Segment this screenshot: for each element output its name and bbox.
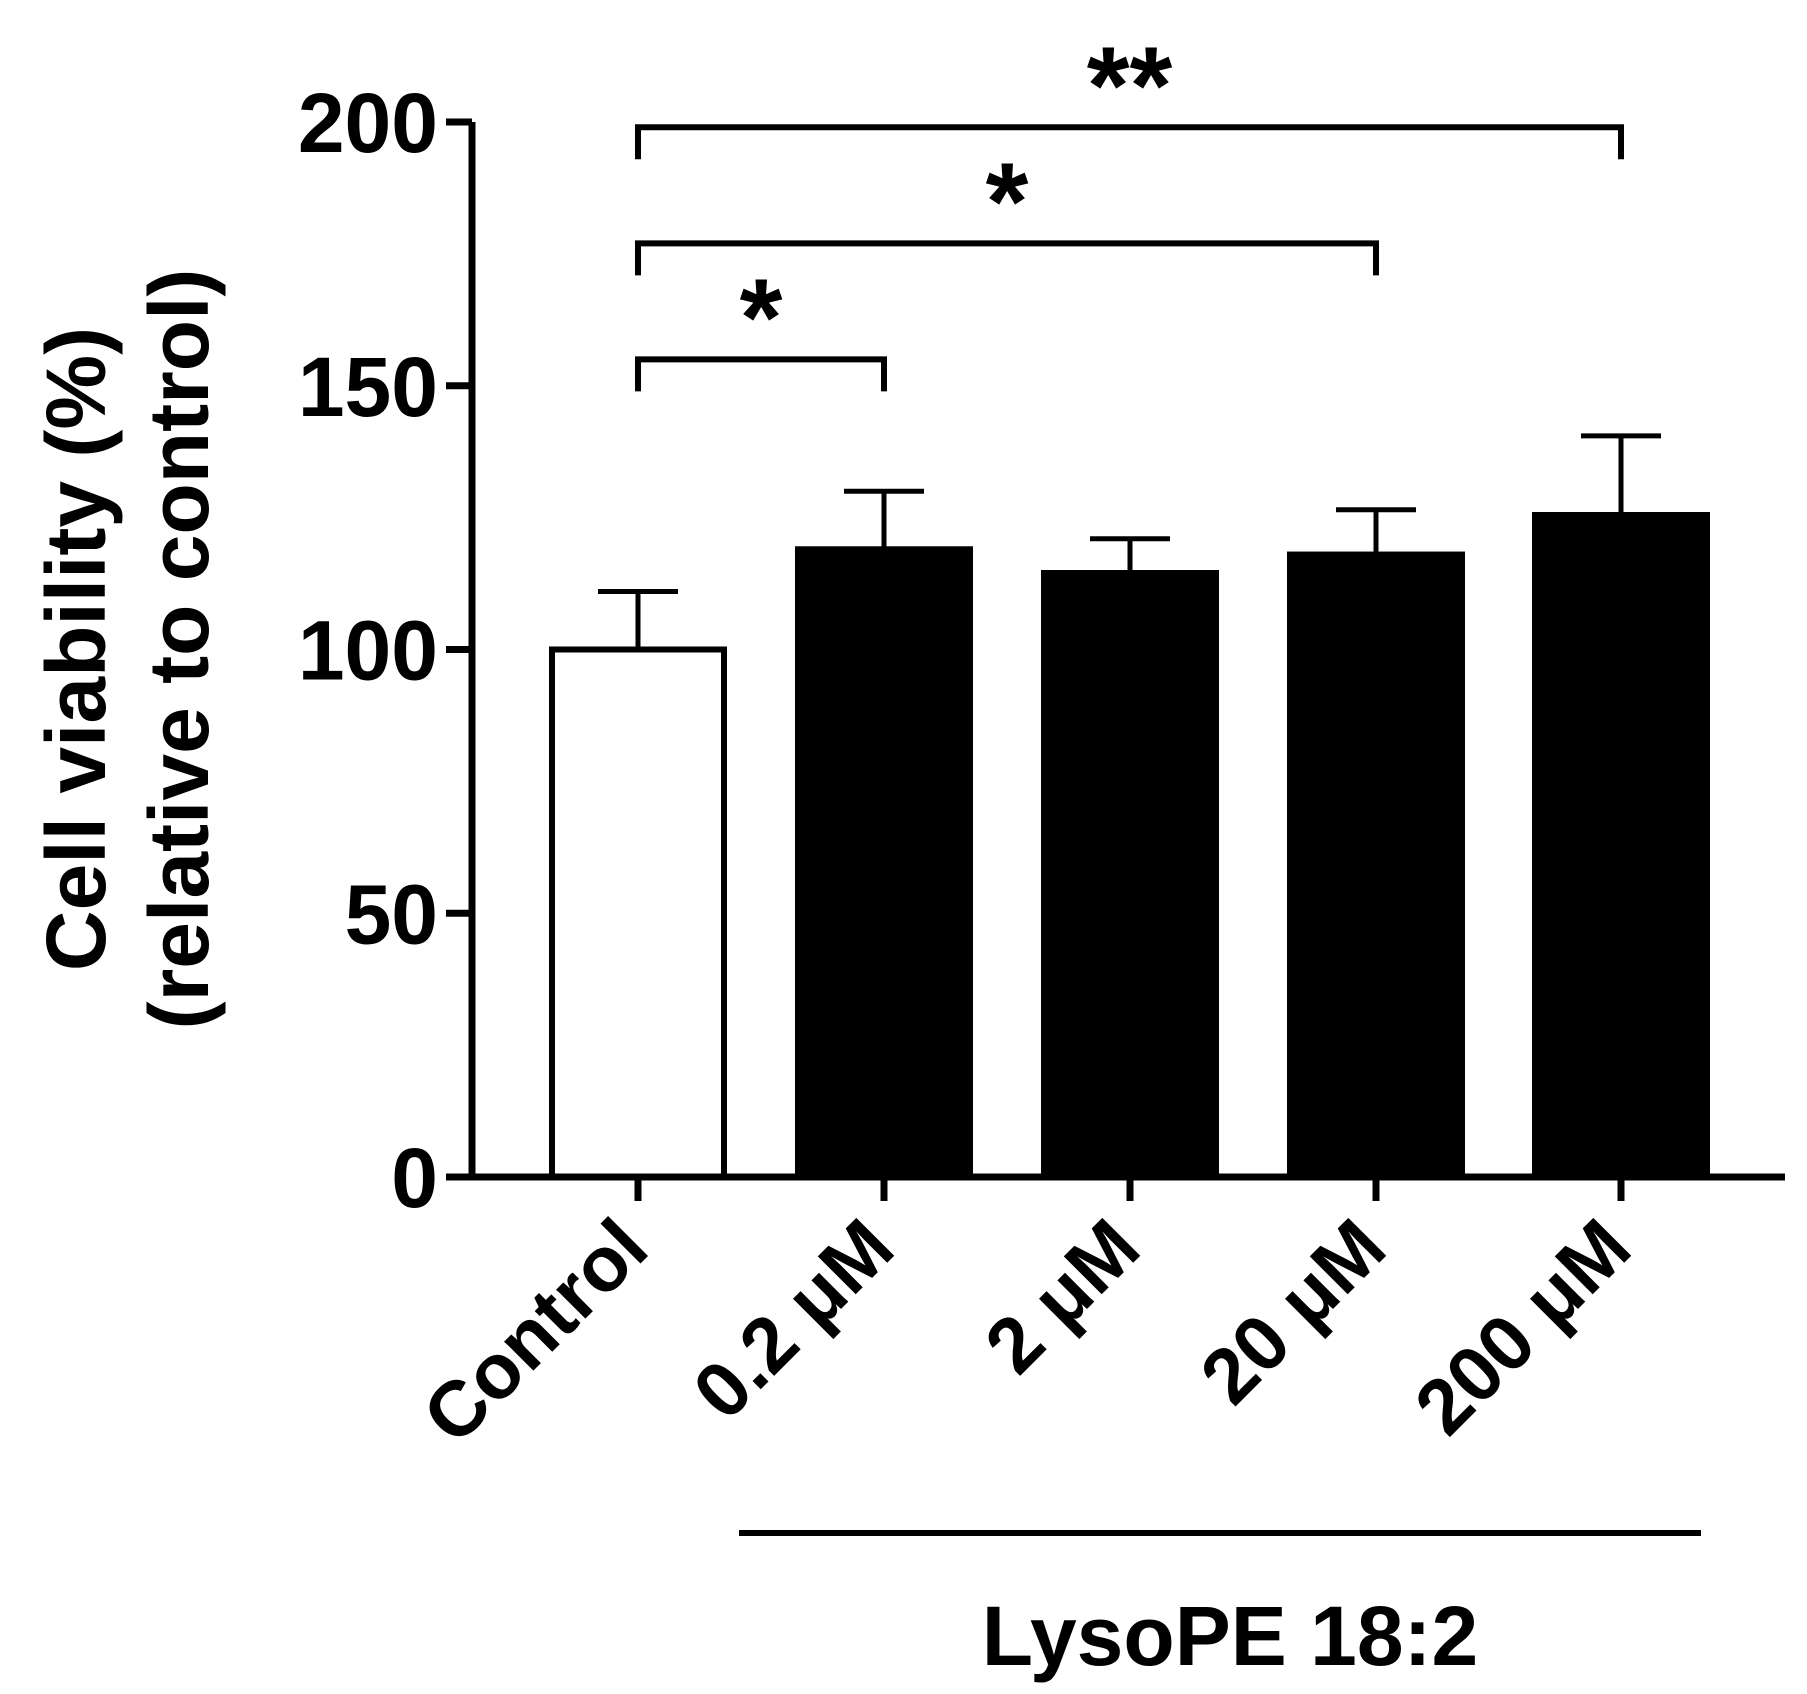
bar <box>549 646 727 1180</box>
significance-bracket <box>635 356 887 392</box>
significance-label: * <box>740 256 783 379</box>
y-tick-label: 100 <box>298 604 438 698</box>
y-tick-label: 150 <box>298 340 438 434</box>
x-tick-label: Control <box>406 1202 664 1460</box>
x-tick-label: 200 μM <box>1398 1202 1647 1451</box>
significance-brackets: **** <box>635 24 1624 392</box>
bar <box>1041 570 1219 1180</box>
y-axis-label: Cell viability (%) (relative to control) <box>29 269 226 1030</box>
bars <box>549 433 1710 1180</box>
significance-label: ** <box>1087 24 1173 147</box>
significance-bracket <box>635 124 1624 160</box>
y-tick-label: 200 <box>298 76 438 170</box>
y-tick-label: 0 <box>391 1131 438 1225</box>
bar <box>1532 511 1710 1180</box>
y-axis-label-line: Cell viability (%) <box>29 327 123 971</box>
bar <box>795 546 973 1180</box>
significance-label: * <box>986 140 1029 263</box>
group-annotation: LysoPE 18:2 <box>739 1530 1701 1683</box>
y-tick-label: 50 <box>345 867 438 961</box>
x-tick-label: 2 μM <box>968 1202 1156 1390</box>
y-axis-label-line: (relative to control) <box>132 269 226 1030</box>
x-tick-label: 20 μM <box>1183 1202 1402 1421</box>
x-tick-label: 0.2 μM <box>676 1202 910 1436</box>
bar <box>1287 551 1465 1180</box>
significance-bracket <box>635 240 1379 276</box>
group-label: LysoPE 18:2 <box>982 1589 1478 1683</box>
y-axis: 0 50 100 150 200 <box>298 76 476 1225</box>
